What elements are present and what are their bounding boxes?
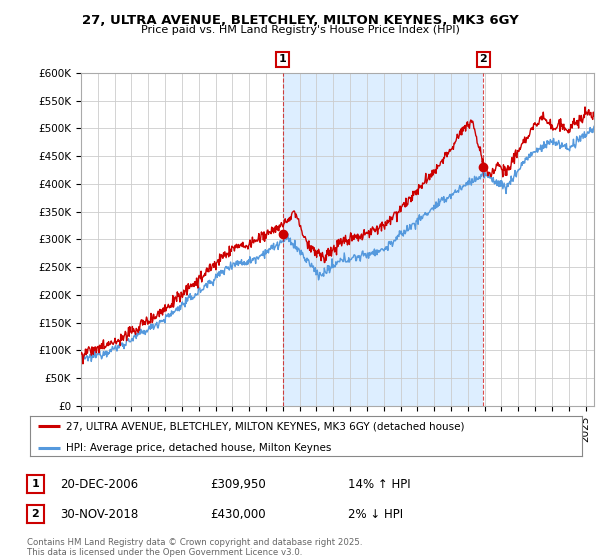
Text: 2% ↓ HPI: 2% ↓ HPI xyxy=(348,507,403,521)
Text: 27, ULTRA AVENUE, BLETCHLEY, MILTON KEYNES, MK3 6GY: 27, ULTRA AVENUE, BLETCHLEY, MILTON KEYN… xyxy=(82,14,518,27)
Text: 27, ULTRA AVENUE, BLETCHLEY, MILTON KEYNES, MK3 6GY (detached house): 27, ULTRA AVENUE, BLETCHLEY, MILTON KEYN… xyxy=(66,421,464,431)
Text: Price paid vs. HM Land Registry's House Price Index (HPI): Price paid vs. HM Land Registry's House … xyxy=(140,25,460,35)
Text: 14% ↑ HPI: 14% ↑ HPI xyxy=(348,478,410,491)
Text: HPI: Average price, detached house, Milton Keynes: HPI: Average price, detached house, Milt… xyxy=(66,442,331,452)
Text: 1: 1 xyxy=(32,479,39,489)
Text: 2: 2 xyxy=(479,54,487,64)
Text: 1: 1 xyxy=(279,54,287,64)
Text: 2: 2 xyxy=(32,509,39,519)
Text: 30-NOV-2018: 30-NOV-2018 xyxy=(60,507,138,521)
Bar xyxy=(283,73,484,406)
Text: 20-DEC-2006: 20-DEC-2006 xyxy=(60,478,138,491)
Text: £309,950: £309,950 xyxy=(210,478,266,491)
Text: Contains HM Land Registry data © Crown copyright and database right 2025.
This d: Contains HM Land Registry data © Crown c… xyxy=(27,538,362,557)
Text: £430,000: £430,000 xyxy=(210,507,266,521)
